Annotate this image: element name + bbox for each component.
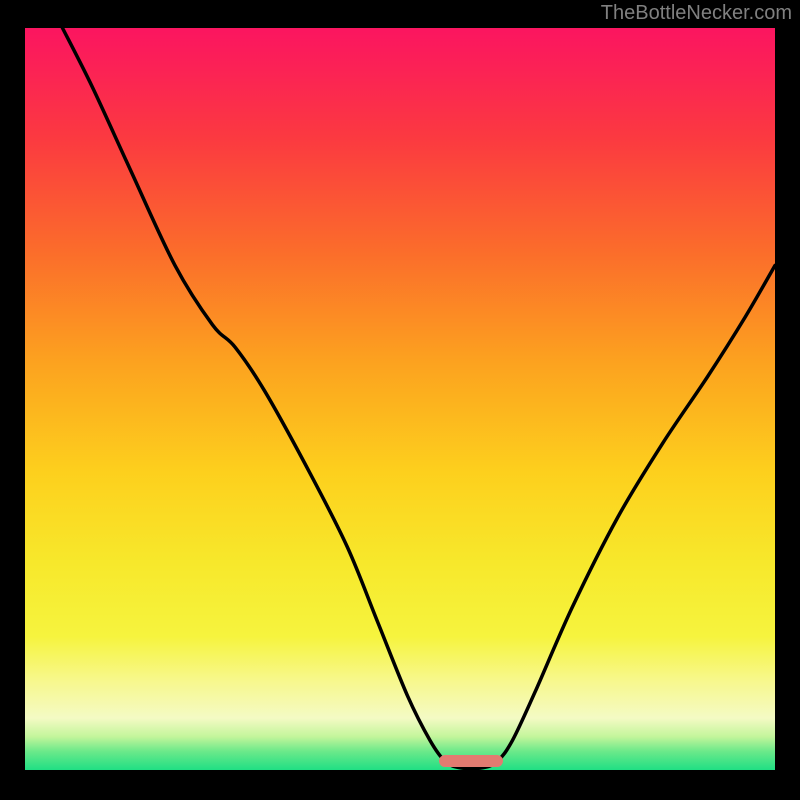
watermark-text: TheBottleNecker.com — [601, 2, 792, 25]
curve-path — [63, 28, 776, 769]
bottleneck-curve — [25, 28, 775, 770]
sweet-spot-marker — [439, 755, 503, 767]
plot-area — [25, 28, 775, 770]
